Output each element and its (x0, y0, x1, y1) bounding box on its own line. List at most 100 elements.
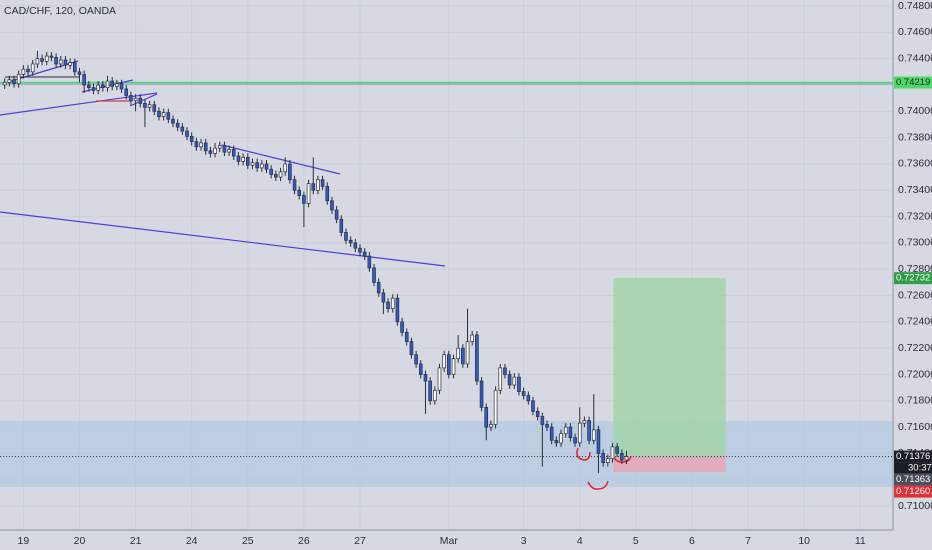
time-axis-bg (0, 530, 932, 550)
candle-body (461, 347, 465, 365)
candle-body (26, 68, 30, 73)
candle-body (334, 209, 339, 220)
candle-body (456, 347, 460, 360)
candle-body (381, 292, 386, 303)
candle-body (554, 439, 559, 444)
candle-body (470, 334, 475, 342)
candle-body (222, 145, 227, 153)
x-tick-label: 26 (298, 535, 310, 547)
candle-body (353, 242, 358, 249)
candle-body (362, 251, 367, 257)
candle-body (44, 55, 49, 62)
candle-body (545, 424, 549, 428)
candle-body (582, 420, 587, 424)
x-tick-label: 10 (798, 535, 810, 547)
candle-body (563, 426, 568, 435)
candle-body (96, 84, 100, 91)
candle-body (297, 189, 302, 196)
candle-body (606, 458, 610, 463)
candle-body (35, 58, 40, 65)
candle-body (147, 104, 152, 108)
candle-body (255, 162, 259, 169)
x-tick-label: 6 (689, 535, 695, 547)
candle-body (68, 62, 72, 66)
candle-body (521, 391, 526, 396)
x-tick-label: 7 (745, 535, 751, 547)
candle-body (63, 59, 68, 66)
candle-body (531, 400, 535, 412)
candle-body (194, 141, 199, 148)
candle-body (288, 163, 292, 181)
candle-body (418, 363, 423, 375)
candle-body (264, 163, 269, 170)
candle-body (2, 82, 7, 86)
candle-body (250, 162, 255, 166)
candle-body (475, 334, 479, 382)
candle-body (115, 83, 119, 87)
candle-body (82, 74, 86, 86)
candle-body (306, 183, 311, 204)
candle-body (30, 63, 35, 73)
level-label: 0.74219 (896, 77, 930, 88)
candle-body (292, 179, 297, 191)
candle-body (489, 424, 493, 428)
candle-body (330, 200, 334, 211)
candle-body (311, 183, 316, 191)
candle-body (73, 62, 77, 73)
candle-body (124, 88, 129, 96)
candle-body (358, 247, 362, 253)
candle-body (573, 437, 577, 444)
trend-line (129, 93, 158, 107)
candle-body (540, 416, 545, 425)
candle-body (241, 157, 245, 162)
candle-body (437, 367, 442, 391)
candle-body (423, 374, 428, 382)
countdown: 30:37 (908, 463, 932, 474)
bid-label-bg (894, 473, 932, 486)
candle-body (208, 150, 213, 154)
candle-body (498, 367, 503, 391)
stop-label: 0.71260 (896, 486, 930, 497)
y-tick-label: 0.71000 (898, 500, 932, 512)
bid-label: 0.71363 (896, 474, 930, 485)
candle-body (283, 163, 287, 173)
candle-body (110, 80, 115, 87)
candle-body (620, 453, 624, 461)
candle-body (610, 446, 615, 460)
candle-body (274, 174, 278, 178)
candle-body (269, 168, 273, 175)
candle-body (245, 157, 250, 166)
candle-body (77, 71, 82, 75)
candle-body (278, 171, 283, 178)
candle-body (400, 321, 404, 333)
x-tick-label: 5 (633, 535, 639, 547)
candle-body (596, 429, 601, 454)
overlays (0, 81, 893, 487)
stop-label-bg (894, 485, 932, 498)
candle-body (152, 104, 157, 112)
candle-body (395, 297, 400, 323)
candle-body (577, 422, 582, 444)
candle-body (344, 232, 348, 241)
candle-body (325, 185, 330, 202)
candle-body (316, 179, 320, 191)
support-zone (0, 421, 893, 487)
candle-body (302, 195, 306, 204)
candle-body (7, 79, 12, 83)
candle-body (601, 453, 605, 463)
x-tick-label: 19 (18, 535, 30, 547)
candle-body (376, 282, 381, 294)
candle-body (119, 83, 124, 90)
candle-body (372, 267, 376, 283)
